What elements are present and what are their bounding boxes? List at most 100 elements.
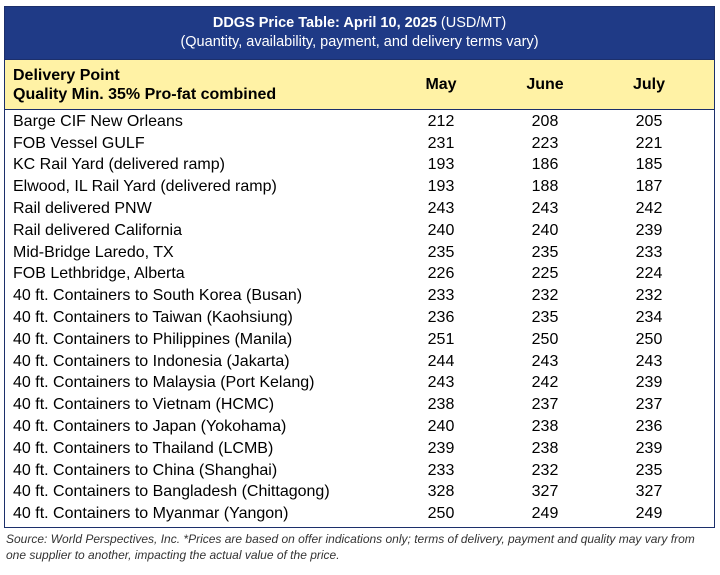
cell-may: 328 — [427, 483, 455, 501]
table-row: 40 ft. Containers to South Korea (Busan)… — [5, 285, 714, 307]
row-name: FOB Lethbridge, Alberta — [13, 265, 185, 283]
cell-july: 239 — [635, 374, 663, 392]
cell-june: 223 — [531, 134, 559, 152]
cell-may: 226 — [427, 265, 455, 283]
table-row: Rail delivered California 240 240 239 — [5, 220, 714, 242]
row-name: Rail delivered PNW — [13, 200, 152, 218]
header-june: June — [526, 75, 564, 93]
cell-may: 231 — [427, 134, 455, 152]
cell-july: 239 — [635, 439, 663, 457]
row-name: Barge CIF New Orleans — [13, 112, 183, 130]
cell-may: 233 — [427, 287, 455, 305]
row-name: 40 ft. Containers to Bangladesh (Chittag… — [13, 483, 330, 501]
row-name: 40 ft. Containers to Vietnam (HCMC) — [13, 396, 275, 414]
row-name: 40 ft. Containers to Indonesia (Jakarta) — [13, 352, 290, 370]
cell-june: 238 — [531, 418, 559, 436]
cell-june: 232 — [531, 287, 559, 305]
cell-june: 243 — [531, 352, 559, 370]
cell-may: 212 — [427, 112, 455, 130]
cell-june: 242 — [531, 374, 559, 392]
cell-july: 205 — [635, 112, 663, 130]
cell-july: 237 — [635, 396, 663, 414]
cell-may: 193 — [427, 156, 455, 174]
table-row: Barge CIF New Orleans 212 208 205 — [5, 111, 714, 133]
title-bar: DDGS Price Table: April 10, 2025 (USD/MT… — [5, 7, 714, 59]
table-row: KC Rail Yard (delivered ramp) 193 186 185 — [5, 155, 714, 177]
cell-july: 327 — [635, 483, 663, 501]
row-name: FOB Vessel GULF — [13, 134, 145, 152]
row-name: Mid-Bridge Laredo, TX — [13, 243, 174, 261]
table-row: 40 ft. Containers to Japan (Yokohama) 240… — [5, 416, 714, 438]
cell-may: 240 — [427, 418, 455, 436]
cell-may: 238 — [427, 396, 455, 414]
table-title: DDGS Price Table: April 10, 2025 (USD/MT… — [5, 14, 714, 33]
source-note: Source: World Perspectives, Inc. *Prices… — [6, 532, 695, 562]
cell-may: 236 — [427, 309, 455, 327]
cell-july: 249 — [635, 505, 663, 523]
cell-june: 232 — [531, 461, 559, 479]
cell-june: 225 — [531, 265, 559, 283]
cell-july: 236 — [635, 418, 663, 436]
cell-june: 250 — [531, 330, 559, 348]
cell-july: 187 — [635, 178, 663, 196]
row-name: 40 ft. Containers to China (Shanghai) — [13, 461, 278, 479]
cell-july: 234 — [635, 309, 663, 327]
cell-may: 235 — [427, 243, 455, 261]
header-row: Delivery Point Quality Min. 35% Pro-fat … — [5, 59, 714, 110]
table-row: Rail delivered PNW 243 243 242 — [5, 198, 714, 220]
cell-june: 240 — [531, 221, 559, 239]
cell-july: 242 — [635, 200, 663, 218]
title-bold: DDGS Price Table: April 10, 2025 — [212, 15, 437, 31]
cell-june: 208 — [531, 112, 559, 130]
cell-june: 243 — [531, 200, 559, 218]
header-may: May — [425, 75, 457, 93]
cell-june: 237 — [531, 396, 559, 414]
cell-may: 193 — [427, 178, 455, 196]
table-row: 40 ft. Containers to China (Shanghai) 233… — [5, 460, 714, 482]
cell-july: 221 — [635, 134, 663, 152]
title-unit: (USD/MT) — [436, 15, 507, 31]
cell-july: 185 — [635, 156, 663, 174]
cell-july: 239 — [635, 221, 663, 239]
cell-june: 235 — [531, 243, 559, 261]
table-row: FOB Vessel GULF 231 223 221 — [5, 133, 714, 155]
table-row: 40 ft. Containers to Myanmar (Yangon) 250… — [5, 503, 714, 525]
cell-may: 251 — [427, 330, 455, 348]
row-name: 40 ft. Containers to Philippines (Manila… — [13, 330, 293, 348]
row-name: 40 ft. Containers to South Korea (Busan) — [13, 287, 303, 305]
cell-july: 243 — [635, 352, 663, 370]
table-row: 40 ft. Containers to Malaysia (Port Kela… — [5, 373, 714, 395]
cell-may: 239 — [427, 439, 455, 457]
cell-july: 250 — [635, 330, 663, 348]
row-name: 40 ft. Containers to Malaysia (Port Kela… — [13, 374, 315, 392]
table-row: 40 ft. Containers to Philippines (Manila… — [5, 329, 714, 351]
table-row: Mid-Bridge Laredo, TX 235 235 233 — [5, 242, 714, 264]
table-subtitle: (Quantity, availability, payment, and de… — [180, 34, 539, 50]
table-row: 40 ft. Containers to Bangladesh (Chittag… — [5, 482, 714, 504]
delivery-point-header: Delivery Point Quality Min. 35% Pro-fat … — [5, 66, 386, 104]
row-name: 40 ft. Containers to Taiwan (Kaohsiung) — [13, 309, 293, 327]
row-name: 40 ft. Containers to Japan (Yokohama) — [13, 418, 287, 436]
cell-july: 232 — [635, 287, 663, 305]
cell-may: 233 — [427, 461, 455, 479]
cell-june: 327 — [531, 483, 559, 501]
row-name: 40 ft. Containers to Thailand (LCMB) — [13, 439, 274, 457]
price-table: DDGS Price Table: April 10, 2025 (USD/MT… — [4, 6, 715, 563]
row-name: KC Rail Yard (delivered ramp) — [13, 156, 225, 174]
cell-june: 235 — [531, 309, 559, 327]
cell-may: 250 — [427, 505, 455, 523]
table-body: Barge CIF New Orleans 212 208 205 FOB Vessel… — [5, 110, 714, 527]
table-row: 40 ft. Containers to Taiwan (Kaohsiung) 2… — [5, 307, 714, 329]
cell-july: 235 — [635, 461, 663, 479]
header-july: July — [632, 75, 665, 93]
cell-july: 233 — [635, 243, 663, 261]
cell-may: 243 — [427, 200, 455, 218]
cell-may: 243 — [427, 374, 455, 392]
cell-june: 186 — [531, 156, 559, 174]
cell-may: 240 — [427, 221, 455, 239]
row-name: 40 ft. Containers to Myanmar (Yangon) — [13, 505, 289, 523]
cell-july: 224 — [635, 265, 663, 283]
table-row: FOB Lethbridge, Alberta 226 225 224 — [5, 264, 714, 286]
cell-may: 244 — [427, 352, 455, 370]
row-name: Rail delivered California — [13, 221, 182, 239]
